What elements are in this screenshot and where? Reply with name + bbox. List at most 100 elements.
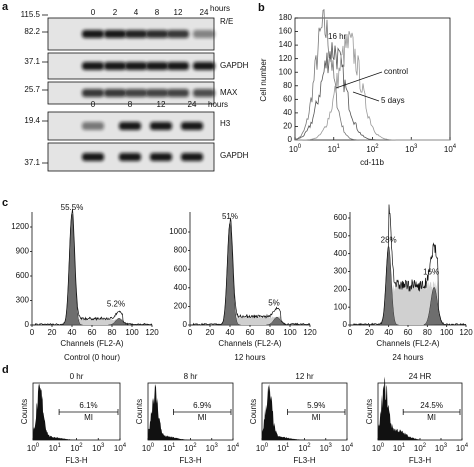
marker-label: 115.5 — [21, 10, 41, 19]
y-tick-label: 1000 — [169, 227, 187, 236]
tick-label: 100 — [256, 443, 269, 454]
gate-marker — [58, 409, 119, 415]
tick-exponent: 2 — [423, 443, 427, 449]
tick-label: 104 — [456, 443, 469, 454]
tick-exponent: 4 — [123, 443, 127, 449]
tick-base: 10 — [289, 145, 298, 154]
x-tick-label: 100 — [283, 328, 297, 337]
marker-label: 19.4 — [24, 116, 40, 125]
tick-base: 10 — [328, 145, 337, 154]
tick-label: 100 — [142, 443, 155, 454]
panel-label: d — [2, 364, 9, 376]
x-axis-label: FL3-H — [409, 456, 431, 465]
y-tick-label: 600 — [334, 213, 348, 222]
tick-base: 10 — [27, 444, 36, 453]
x-tick-label: 40 — [68, 328, 77, 337]
y-axis-label: Cell number — [259, 58, 268, 101]
x-tick-label: 80 — [266, 328, 275, 337]
x-axis-label: FL3-H — [293, 456, 315, 465]
lane-unit: hours — [210, 4, 230, 13]
tick-exponent: 0 — [381, 443, 385, 449]
x-tick-label: 60 — [88, 328, 97, 337]
lane-label: 4 — [134, 8, 139, 17]
marker-label: 37.1 — [24, 158, 40, 167]
histogram — [378, 376, 420, 440]
y-tick-label: 100 — [279, 67, 293, 76]
tick-base: 10 — [341, 444, 350, 453]
plot-title: 8 hr — [184, 372, 198, 381]
band — [119, 153, 141, 161]
gate-label: MI — [427, 413, 436, 422]
tick-base: 10 — [114, 444, 123, 453]
x-axis-label: Channels (FL2-A) — [376, 339, 439, 348]
s-phase — [72, 318, 123, 325]
y-axis-label: Counts — [365, 399, 374, 424]
x-tick-label: 60 — [404, 328, 413, 337]
tick-label: 100 — [372, 443, 385, 454]
y-axis-label: Counts — [249, 399, 258, 424]
gate-percent: 6.1% — [79, 401, 97, 410]
s-phase — [230, 316, 281, 325]
annotation-line — [335, 71, 383, 89]
y-tick-label: 40 — [283, 108, 292, 117]
gate-percent: 24.5% — [420, 401, 443, 410]
band — [167, 62, 189, 70]
x-axis-label: FL3-H — [179, 456, 201, 465]
band — [82, 122, 104, 130]
tick-exponent: 2 — [79, 443, 83, 449]
band — [167, 89, 189, 97]
gate-marker — [173, 409, 232, 415]
tick-base: 10 — [393, 444, 402, 453]
y-tick-label: 60 — [283, 94, 292, 103]
tick-exponent: 0 — [151, 443, 155, 449]
tick-base: 10 — [227, 444, 236, 453]
gate-percent: 5.9% — [307, 401, 325, 410]
tick-exponent: 1 — [402, 443, 406, 449]
x-tick-label: 40 — [226, 328, 235, 337]
band — [82, 62, 104, 70]
y-tick-label: 80 — [283, 81, 292, 90]
tick-exponent: 3 — [215, 443, 219, 449]
peak-label: 16% — [423, 267, 439, 276]
tick-base: 10 — [256, 444, 265, 453]
tick-base: 10 — [414, 444, 423, 453]
g2-peak — [107, 318, 130, 326]
histogram — [262, 383, 305, 440]
x-tick-label: 20 — [48, 328, 57, 337]
tick-label: 103 — [206, 443, 219, 454]
band — [181, 122, 203, 130]
tick-label: 104 — [341, 443, 354, 454]
gate-percent: 6.9% — [193, 401, 211, 410]
tick-exponent: 4 — [465, 443, 469, 449]
gate-marker — [287, 409, 346, 415]
tick-label: 100 — [27, 443, 40, 454]
band — [167, 30, 189, 38]
peak-label: 5.2% — [107, 299, 125, 308]
lane-label: 2 — [113, 8, 118, 17]
lane-label: 12 — [157, 100, 166, 109]
tick-base: 10 — [142, 444, 151, 453]
x-tick-label: 120 — [303, 328, 317, 337]
y-tick-label: 600 — [16, 271, 30, 280]
plot-title: 12 hr — [295, 372, 314, 381]
band-label: GAPDH — [220, 151, 249, 160]
plot-title: 24 HR — [409, 372, 432, 381]
histogram-outline — [32, 208, 153, 326]
tick-label: 103 — [405, 144, 418, 155]
tick-base: 10 — [298, 444, 307, 453]
band — [125, 62, 147, 70]
x-axis-label: Channels (FL2-A) — [60, 339, 123, 348]
x-axis-label: Channels (FL2-A) — [218, 339, 281, 348]
tick-exponent: 0 — [36, 443, 40, 449]
band — [181, 153, 203, 161]
band-label: H3 — [220, 119, 231, 128]
tick-base: 10 — [405, 145, 414, 154]
band-label: MAX — [220, 88, 238, 97]
g2-peak — [265, 316, 288, 326]
x-tick-label: 120 — [145, 328, 159, 337]
band-label: GAPDH — [220, 61, 249, 70]
tick-label: 103 — [320, 443, 333, 454]
tick-label: 104 — [227, 443, 240, 454]
tick-label: 104 — [444, 144, 457, 155]
axes — [31, 212, 152, 326]
